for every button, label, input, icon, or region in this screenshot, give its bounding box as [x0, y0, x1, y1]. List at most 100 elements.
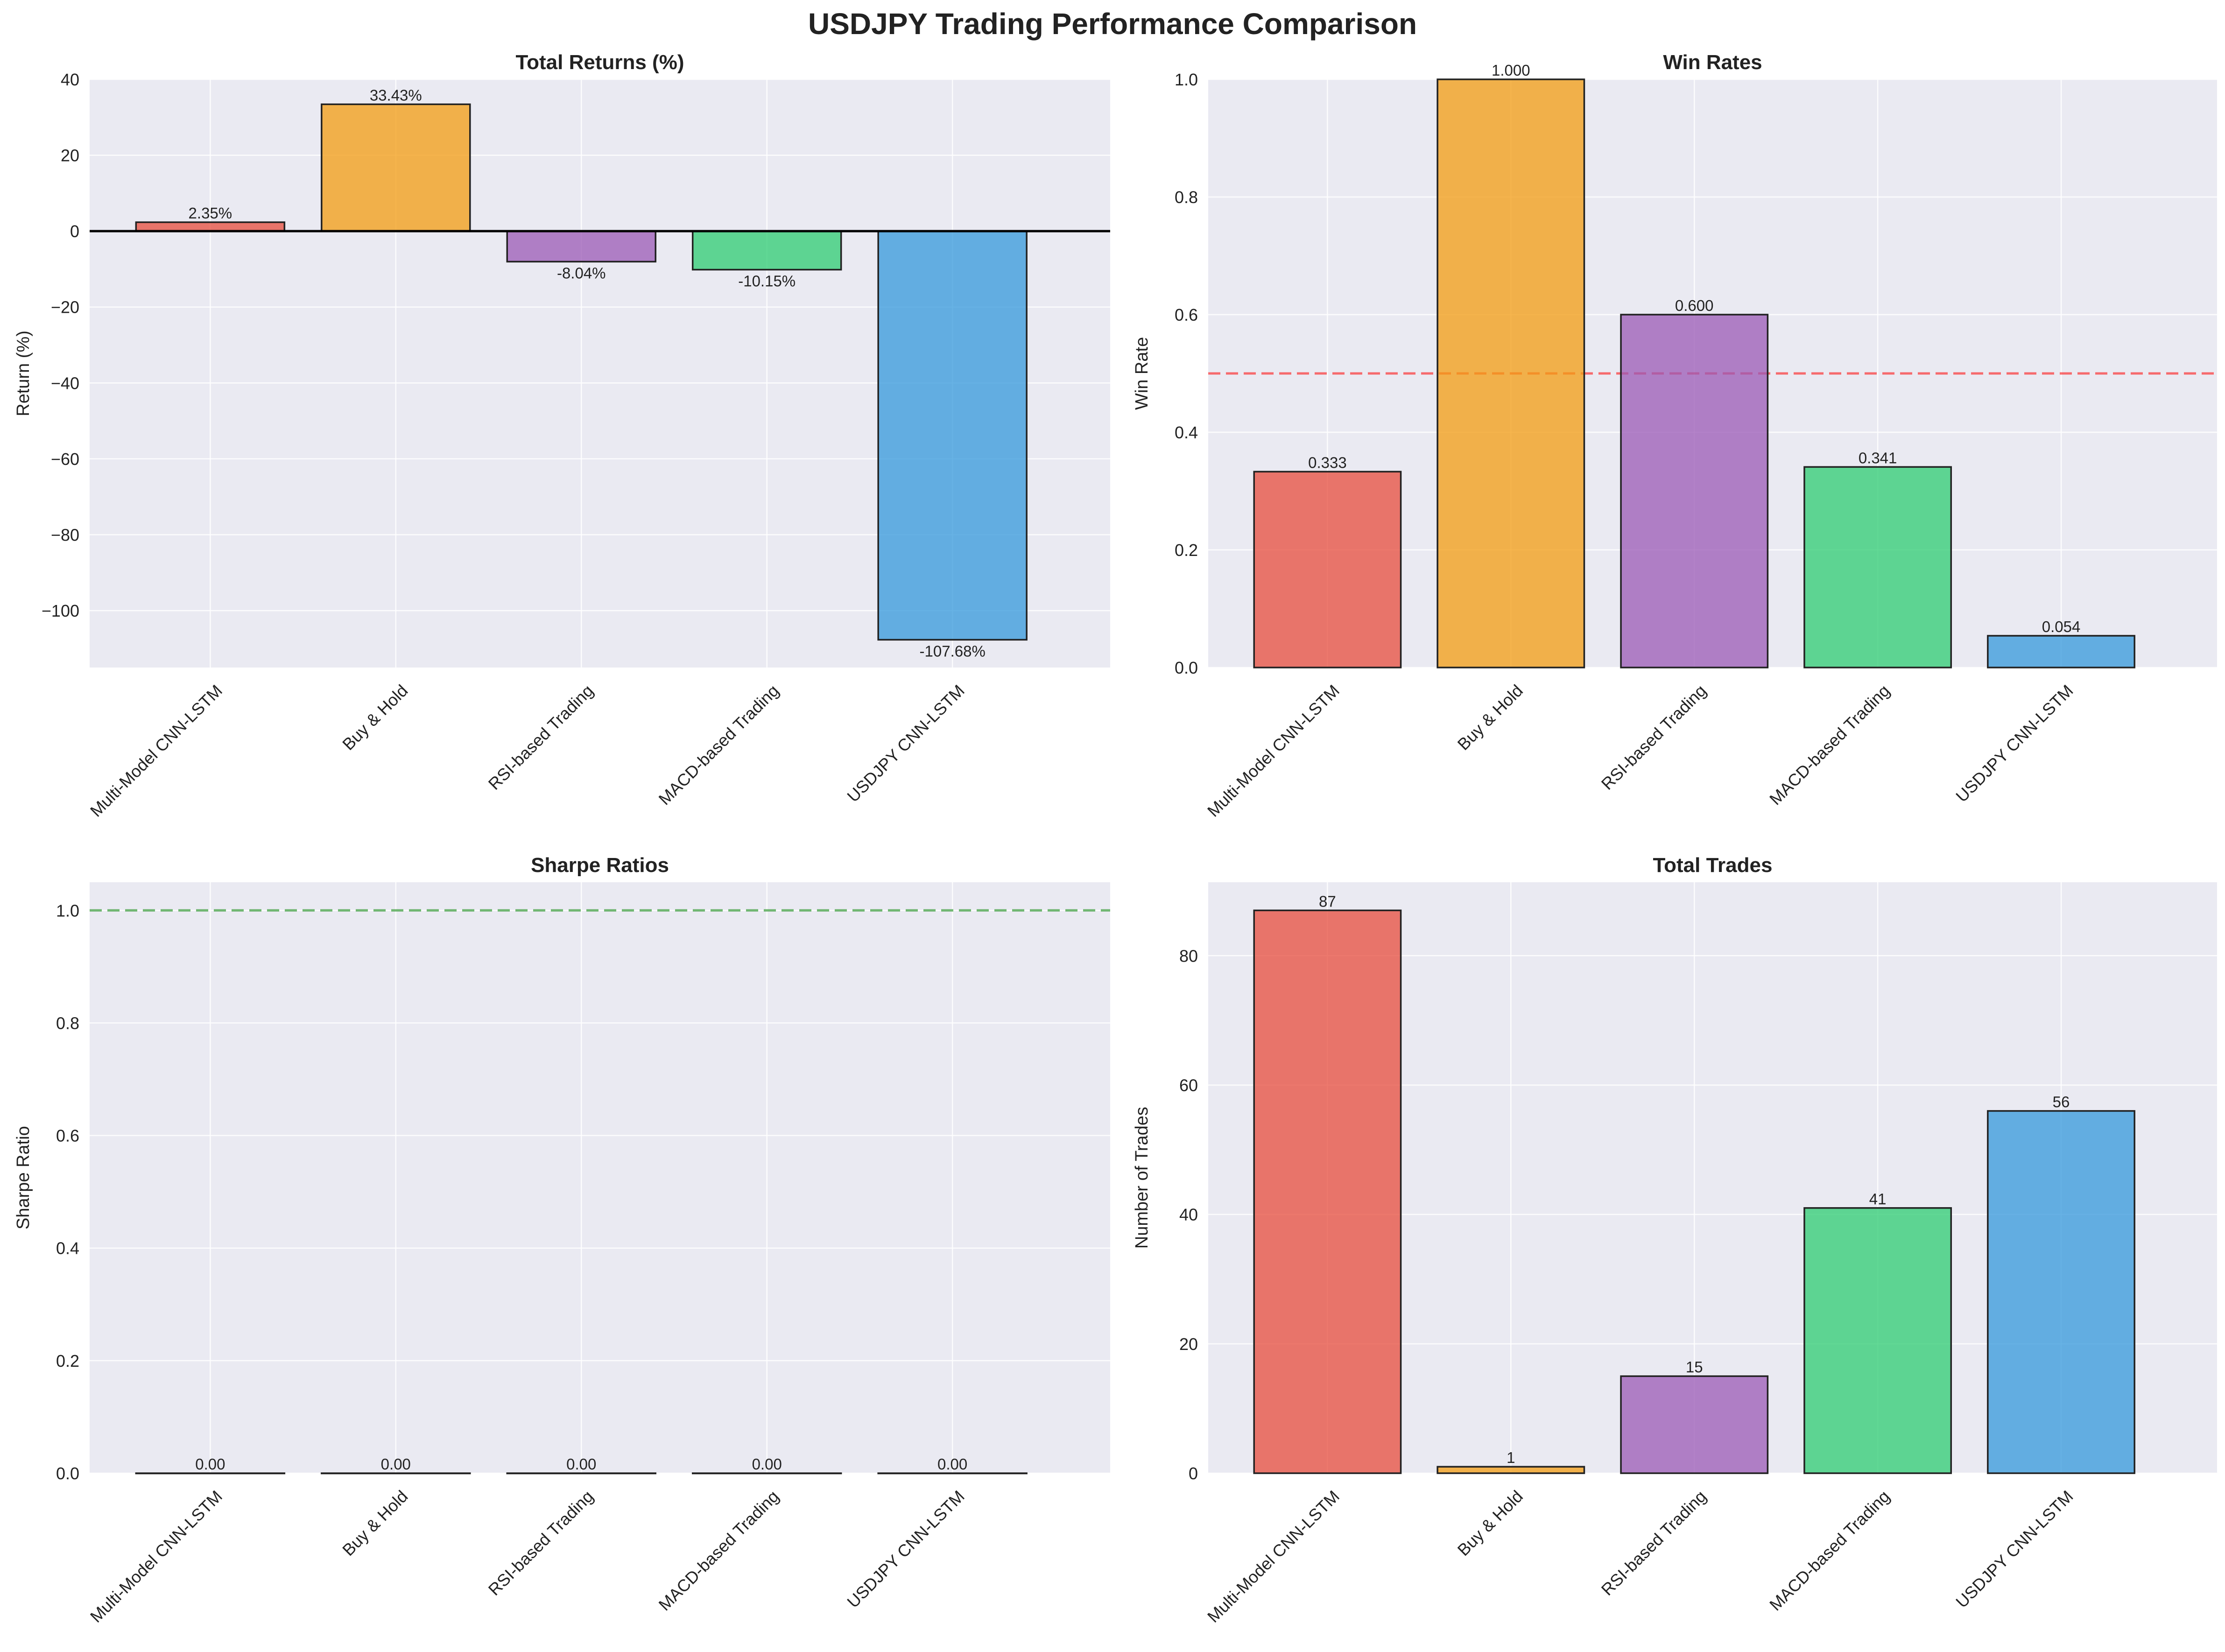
bar-usdjpy-cnn-lstm	[877, 1472, 1028, 1475]
data-label: -8.04%	[557, 265, 606, 282]
data-label: 0.00	[566, 1455, 596, 1473]
bar-rsi-based-trading	[506, 1472, 656, 1475]
bar-rsi-based-trading	[1620, 1375, 1769, 1474]
y-tick-label: 0.0	[1175, 658, 1198, 677]
figure-title: USDJPY Trading Performance Comparison	[808, 7, 1417, 41]
data-label: 0.00	[195, 1455, 225, 1473]
x-tick-label: Buy & Hold	[1454, 681, 1527, 754]
bar-rsi-based-trading	[1620, 314, 1769, 668]
x-tick-label: Multi-Model CNN-LSTM	[86, 681, 226, 821]
x-tick-label: MACD-based Trading	[655, 1487, 783, 1615]
x-tick-label: MACD-based Trading	[655, 681, 783, 809]
bar-buy-hold	[321, 1472, 471, 1475]
data-label: -10.15%	[738, 273, 796, 290]
data-label: 2.35%	[189, 204, 232, 222]
y-axis-label: Number of Trades	[1132, 1107, 1152, 1249]
y-axis-label: Return (%)	[14, 330, 33, 416]
bar-macd-based-trading	[1803, 1207, 1952, 1474]
y-tick-label: 60	[1179, 1076, 1198, 1095]
panel-title: Total Trades	[1653, 854, 1773, 877]
y-tick-label: −20	[51, 298, 79, 317]
y-tick-label: 0.6	[1175, 305, 1198, 324]
bar-buy-hold	[321, 103, 471, 232]
y-tick-label: 0.2	[1175, 541, 1198, 560]
y-tick-label: 0.6	[56, 1126, 79, 1146]
y-tick-label: −80	[51, 525, 79, 544]
x-tick-label: USDJPY CNN-LSTM	[1952, 1487, 2077, 1612]
y-axis-label: Sharpe Ratio	[14, 1126, 33, 1230]
y-tick-label: 40	[61, 70, 79, 89]
y-axis-label: Win Rate	[1132, 337, 1152, 410]
x-tick-label: RSI-based Trading	[1598, 1487, 1710, 1599]
bar-usdjpy-cnn-lstm	[877, 230, 1028, 641]
x-tick-label: Multi-Model CNN-LSTM	[86, 1487, 226, 1626]
y-tick-label: 80	[1179, 946, 1198, 965]
x-tick-label: MACD-based Trading	[1766, 681, 1894, 809]
panel-title: Sharpe Ratios	[531, 854, 669, 877]
bar-buy-hold	[1436, 1466, 1585, 1474]
panel-title: Total Returns (%)	[516, 51, 684, 74]
bar-buy-hold	[1436, 78, 1585, 668]
data-label: 0.054	[2042, 618, 2081, 635]
x-tick-label: Multi-Model CNN-LSTM	[1204, 681, 1343, 821]
y-tick-label: −40	[51, 373, 79, 393]
data-label: 0.333	[1308, 454, 1347, 471]
x-tick-label: MACD-based Trading	[1766, 1487, 1894, 1615]
bar-macd-based-trading	[691, 1472, 842, 1475]
y-tick-label: 1.0	[56, 901, 79, 920]
x-tick-label: RSI-based Trading	[1598, 681, 1710, 794]
panel-win-rates: 0.0 0.2 0.4 0.6 0.8 1.0 Win Rate Win Rates 0.333…	[1132, 51, 2217, 821]
y-tick-label: 0	[70, 222, 79, 241]
y-tick-label: 0.8	[56, 1013, 79, 1033]
data-label: 0.600	[1675, 297, 1714, 314]
data-label: 0.00	[381, 1455, 411, 1473]
data-label: 41	[1869, 1190, 1887, 1208]
bar-multi-model-cnn-lstm	[1253, 909, 1402, 1474]
y-tick-label: 40	[1179, 1205, 1198, 1224]
x-tick-label: Buy & Hold	[338, 1487, 411, 1560]
bar-multi-model-cnn-lstm	[135, 1472, 286, 1475]
y-tick-label: 0	[1189, 1464, 1198, 1483]
data-label: 1.000	[1492, 62, 1530, 79]
x-tick-label: USDJPY CNN-LSTM	[843, 1487, 968, 1612]
bar-usdjpy-cnn-lstm	[1987, 635, 2135, 668]
data-label: 0.00	[937, 1455, 967, 1473]
data-label: 0.341	[1859, 449, 1897, 466]
bar-macd-based-trading	[1803, 466, 1952, 668]
y-tick-label: 1.0	[1175, 70, 1198, 89]
bar-usdjpy-cnn-lstm	[1987, 1110, 2135, 1474]
bar-rsi-based-trading	[506, 230, 656, 263]
panel-total-trades: 0 20 40 60 80 Number of Trades Total Trades 87 1…	[1132, 854, 2217, 1626]
bar-multi-model-cnn-lstm	[135, 221, 286, 232]
data-label: 15	[1686, 1358, 1703, 1376]
y-tick-label: −60	[51, 450, 79, 469]
data-label: 56	[2053, 1093, 2070, 1111]
plot-area	[90, 882, 1110, 1473]
x-tick-label: RSI-based Trading	[485, 681, 597, 794]
x-tick-label: Buy & Hold	[1454, 1487, 1527, 1560]
y-tick-label: 0.0	[56, 1464, 79, 1483]
panel-total-returns: 40 20 0 −20 −40 −60 −80 −100 Return (%) Total Ret…	[14, 51, 1110, 821]
data-label: 0.00	[752, 1455, 782, 1473]
data-label: 1	[1507, 1449, 1515, 1466]
x-tick-label: USDJPY CNN-LSTM	[1952, 681, 2077, 806]
panel-sharpe-ratios: 0.0 0.2 0.4 0.6 0.8 1.0 Sharpe Ratio Sharpe Rat…	[14, 854, 1110, 1626]
x-tick-label: USDJPY CNN-LSTM	[843, 681, 968, 806]
panel-title: Win Rates	[1663, 51, 1762, 74]
y-tick-label: 20	[61, 146, 79, 165]
y-tick-label: 0.4	[1175, 423, 1198, 442]
data-label: 87	[1319, 893, 1336, 910]
data-label: -107.68%	[920, 642, 986, 660]
y-tick-label: −100	[42, 601, 79, 620]
y-tick-label: 0.4	[56, 1239, 79, 1258]
x-tick-label: RSI-based Trading	[485, 1487, 597, 1599]
x-tick-label: Buy & Hold	[338, 681, 411, 754]
x-tick-label: Multi-Model CNN-LSTM	[1204, 1487, 1343, 1626]
y-tick-label: 20	[1179, 1335, 1198, 1354]
y-tick-label: 0.8	[1175, 188, 1198, 207]
bar-macd-based-trading	[691, 230, 842, 271]
y-tick-label: 0.2	[56, 1351, 79, 1371]
bar-multi-model-cnn-lstm	[1253, 471, 1402, 668]
data-label: 33.43%	[370, 86, 422, 104]
